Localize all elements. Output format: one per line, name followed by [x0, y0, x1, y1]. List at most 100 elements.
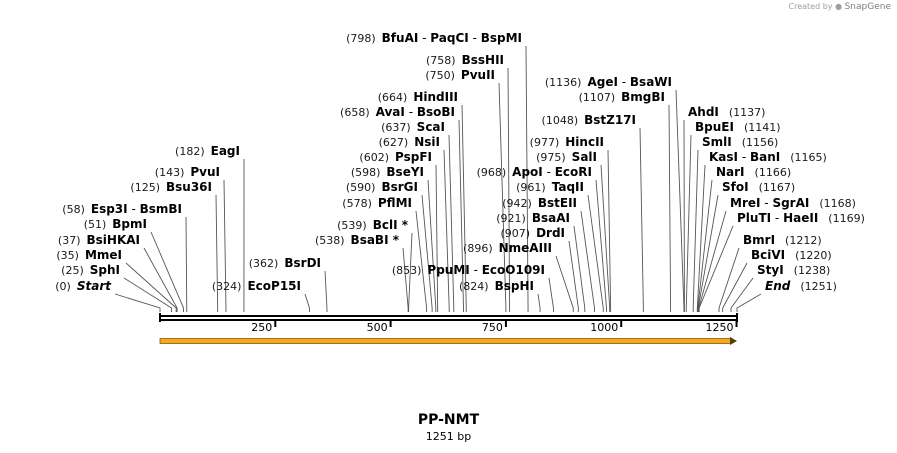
enzyme-name-part[interactable]: MreI	[730, 196, 760, 210]
enzyme-name[interactable]: MreI - SgrAI	[730, 196, 809, 210]
enzyme-name[interactable]: DrdI	[536, 226, 565, 240]
enzyme-name[interactable]: BstZ17I	[584, 113, 636, 127]
enzyme-name[interactable]: BfuAI - PaqCI - BspMI	[382, 31, 522, 45]
enzyme-name[interactable]: End	[765, 279, 791, 293]
enzyme-name[interactable]: Start	[77, 279, 112, 293]
enzyme-name[interactable]: AhdI	[688, 105, 719, 119]
enzyme-name-part[interactable]: PspFI	[395, 150, 432, 164]
enzyme-name[interactable]: BspHI	[495, 279, 534, 293]
enzyme-name-part[interactable]: EagI	[211, 144, 240, 158]
enzyme-name[interactable]: BmrI	[743, 233, 775, 247]
enzyme-name-part[interactable]: BciVI	[751, 248, 785, 262]
enzyme-name[interactable]: NmeAIII	[499, 241, 552, 255]
enzyme-name-part[interactable]: Bsu36I	[166, 180, 212, 194]
enzyme-name[interactable]: BclI *	[373, 218, 409, 232]
enzyme-name[interactable]: BsaAI	[532, 211, 570, 225]
enzyme-name-part[interactable]: BpuEI	[695, 120, 734, 134]
enzyme-name-part[interactable]: NarI	[716, 165, 745, 179]
enzyme-name-part[interactable]: EcoRI	[555, 165, 592, 179]
enzyme-name-part[interactable]: NmeAIII	[499, 241, 552, 255]
enzyme-name-part[interactable]: BanI	[750, 150, 780, 164]
enzyme-name-part[interactable]: BstEII	[538, 196, 577, 210]
enzyme-name-part[interactable]: BsrGI	[381, 180, 418, 194]
enzyme-name-part[interactable]: DrdI	[536, 226, 565, 240]
enzyme-name-part[interactable]: StyI	[757, 263, 784, 277]
enzyme-name[interactable]: BssHII	[462, 53, 504, 67]
enzyme-name[interactable]: Esp3I - BsmBI	[91, 202, 182, 216]
enzyme-name[interactable]: PflMI	[378, 196, 412, 210]
enzyme-name-part[interactable]: BfuAI	[382, 31, 419, 45]
enzyme-name-part[interactable]: SgrAI	[772, 196, 809, 210]
enzyme-name-part[interactable]: BssHII	[462, 53, 504, 67]
enzyme-name[interactable]: AvaI - BsoBI	[376, 105, 455, 119]
enzyme-name[interactable]: NsiI	[414, 135, 440, 149]
enzyme-name-part[interactable]: BstZ17I	[584, 113, 636, 127]
enzyme-name-part[interactable]: HincII	[565, 135, 604, 149]
enzyme-name[interactable]: BstEII	[538, 196, 577, 210]
enzyme-name[interactable]: KasI - BanI	[709, 150, 780, 164]
enzyme-name[interactable]: BciVI	[751, 248, 785, 262]
enzyme-name-part[interactable]: AgeI	[587, 75, 617, 89]
enzyme-name[interactable]: NarI	[716, 165, 745, 179]
enzyme-name-part[interactable]: End	[765, 279, 791, 293]
enzyme-name[interactable]: EcoP15I	[247, 279, 301, 293]
enzyme-name[interactable]: HindIII	[413, 90, 458, 104]
enzyme-name-part[interactable]: HaeII	[783, 211, 818, 225]
enzyme-name-part[interactable]: BpmI	[112, 217, 147, 231]
enzyme-name-part[interactable]: PflMI	[378, 196, 412, 210]
enzyme-name-part[interactable]: Start	[77, 279, 112, 293]
enzyme-name-part[interactable]: SalI	[572, 150, 597, 164]
enzyme-name[interactable]: SmlI	[702, 135, 732, 149]
enzyme-name[interactable]: AgeI - BsaWI	[587, 75, 672, 89]
enzyme-name-part[interactable]: ScaI	[417, 120, 445, 134]
enzyme-name[interactable]: SalI	[572, 150, 597, 164]
enzyme-name[interactable]: BpmI	[112, 217, 147, 231]
enzyme-name-part[interactable]: BclI *	[373, 218, 409, 232]
enzyme-name-part[interactable]: BmrI	[743, 233, 775, 247]
enzyme-name-part[interactable]: BseYI	[386, 165, 424, 179]
enzyme-name[interactable]: PpuMI - EcoO109I	[427, 263, 545, 277]
enzyme-name[interactable]: StyI	[757, 263, 784, 277]
enzyme-name[interactable]: BsrDI	[284, 256, 321, 270]
enzyme-name[interactable]: BsiHKAI	[87, 233, 141, 247]
enzyme-name-part[interactable]: SphI	[90, 263, 120, 277]
enzyme-name-part[interactable]: BmgBI	[621, 90, 665, 104]
enzyme-name-part[interactable]: SmlI	[702, 135, 732, 149]
enzyme-name[interactable]: HincII	[565, 135, 604, 149]
enzyme-name-part[interactable]: BsaAI	[532, 211, 570, 225]
enzyme-name-part[interactable]: BsrDI	[284, 256, 321, 270]
enzyme-name-part[interactable]: SfoI	[722, 180, 749, 194]
enzyme-name-part[interactable]: EcoP15I	[247, 279, 301, 293]
enzyme-name-part[interactable]: ApoI	[512, 165, 543, 179]
enzyme-name[interactable]: MmeI	[85, 248, 122, 262]
enzyme-name[interactable]: PvuI	[190, 165, 220, 179]
enzyme-name-part[interactable]: EcoO109I	[482, 263, 545, 277]
enzyme-name-part[interactable]: AvaI	[376, 105, 405, 119]
enzyme-name[interactable]: PvuII	[461, 68, 495, 82]
enzyme-name-part[interactable]: TaqII	[552, 180, 584, 194]
enzyme-name[interactable]: SfoI	[722, 180, 749, 194]
enzyme-name[interactable]: ScaI	[417, 120, 445, 134]
enzyme-name-part[interactable]: BsmBI	[140, 202, 182, 216]
enzyme-name-part[interactable]: PaqCI	[430, 31, 468, 45]
enzyme-name[interactable]: BpuEI	[695, 120, 734, 134]
enzyme-name-part[interactable]: BsaBI *	[351, 233, 400, 247]
enzyme-name-part[interactable]: HindIII	[413, 90, 458, 104]
enzyme-name-part[interactable]: PvuII	[461, 68, 495, 82]
enzyme-name[interactable]: ApoI - EcoRI	[512, 165, 592, 179]
enzyme-name[interactable]: PluTI - HaeII	[737, 211, 818, 225]
enzyme-name[interactable]: BmgBI	[621, 90, 665, 104]
enzyme-name[interactable]: BsrGI	[381, 180, 418, 194]
enzyme-name[interactable]: SphI	[90, 263, 120, 277]
enzyme-name[interactable]: PspFI	[395, 150, 432, 164]
enzyme-name-part[interactable]: KasI	[709, 150, 738, 164]
enzyme-name-part[interactable]: PvuI	[190, 165, 220, 179]
enzyme-name[interactable]: EagI	[211, 144, 240, 158]
enzyme-name[interactable]: Bsu36I	[166, 180, 212, 194]
enzyme-name[interactable]: BsaBI *	[351, 233, 400, 247]
enzyme-name-part[interactable]: PpuMI	[427, 263, 469, 277]
enzyme-name-part[interactable]: BsoBI	[417, 105, 455, 119]
enzyme-name-part[interactable]: Esp3I	[91, 202, 128, 216]
enzyme-name-part[interactable]: MmeI	[85, 248, 122, 262]
enzyme-name[interactable]: BseYI	[386, 165, 424, 179]
